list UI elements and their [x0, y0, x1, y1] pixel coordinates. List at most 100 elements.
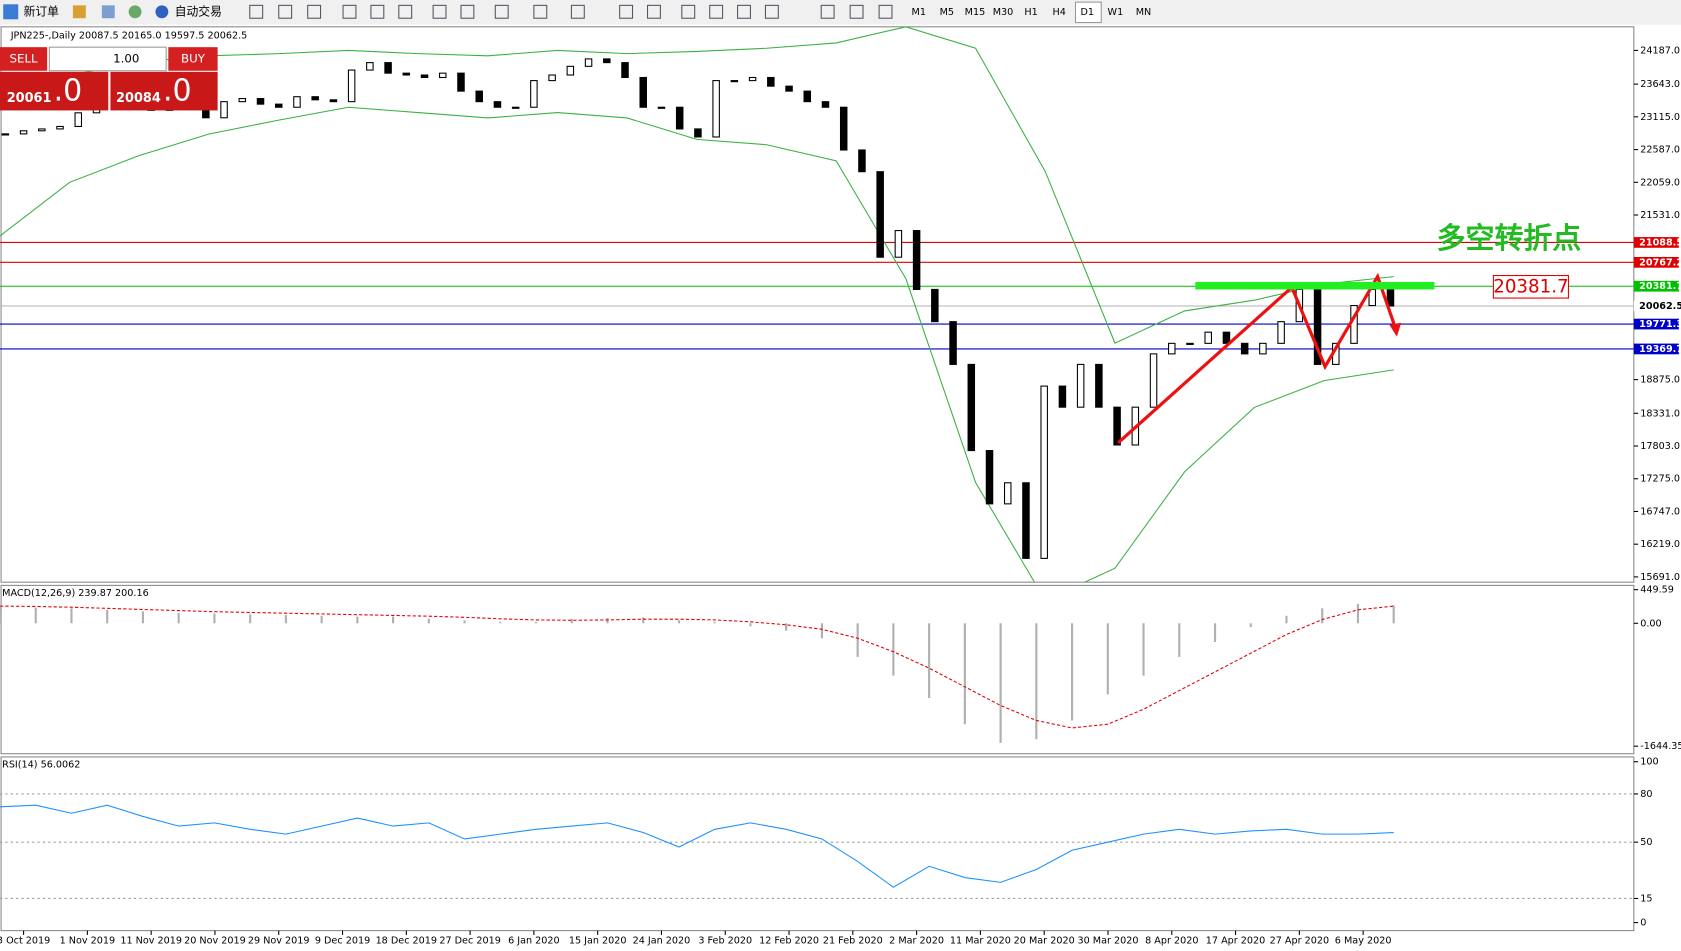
candle [730, 80, 739, 83]
tool-icon[interactable] [681, 4, 696, 19]
tool-icons [249, 4, 893, 19]
macd-bar [1070, 623, 1074, 721]
annotation-box [1492, 275, 1569, 299]
tool-icon[interactable] [737, 4, 751, 19]
tool-icon[interactable] [619, 4, 634, 19]
x-tick-label: 3 Feb 2020 [698, 935, 752, 946]
auto-trading-button[interactable]: 自动交易 [175, 4, 222, 18]
tool-icon[interactable] [764, 4, 779, 19]
timeframe-button[interactable]: M15 [965, 7, 986, 18]
trade-panel: SELL 1.00 BUY 20061 .0 20084 .0 [0, 46, 218, 111]
y-tick-label: 23643.0 [1640, 79, 1680, 90]
macd-bar [1356, 603, 1360, 624]
timeframe-button[interactable]: MN [1136, 7, 1152, 18]
tool-icon[interactable] [533, 4, 548, 19]
candle [366, 62, 374, 71]
timeframe-button[interactable]: D1 [1081, 7, 1095, 18]
tool-icon[interactable] [278, 4, 293, 19]
candle [912, 230, 921, 290]
x-tick-label: 6 Jan 2020 [508, 935, 560, 946]
candle [530, 80, 538, 108]
tool-icon[interactable] [820, 4, 835, 19]
candle [475, 90, 483, 103]
tool-icon[interactable] [398, 4, 413, 19]
macd-panel [0, 584, 1635, 755]
y-tick-label: 100 [1640, 757, 1658, 768]
x-tick-label: 8 Apr 2020 [1145, 935, 1198, 946]
buy-button[interactable] [168, 47, 218, 71]
candle [675, 106, 684, 130]
candle [384, 62, 392, 74]
tool-icon[interactable] [342, 4, 357, 19]
sell-price[interactable]: 20061 [7, 91, 52, 106]
sell-price-tail[interactable]: .0 [54, 74, 83, 109]
tool-icon[interactable] [570, 4, 585, 19]
buy-price-box[interactable] [110, 71, 218, 111]
macd-bar [177, 612, 180, 624]
y-tick-label: 16219.0 [1640, 539, 1680, 550]
timeframe-button[interactable]: H4 [1053, 7, 1066, 18]
buy-price[interactable]: 20084 [116, 91, 161, 106]
tool-icon[interactable] [249, 4, 264, 19]
timeframe-button[interactable]: H1 [1024, 7, 1037, 18]
x-tick-label: 12 Feb 2020 [759, 935, 819, 946]
tool-icon[interactable] [494, 4, 509, 19]
x-tick-label: 27 Apr 2020 [1270, 935, 1330, 946]
candle [949, 321, 957, 365]
macd-bar [392, 616, 395, 624]
macd-bar [749, 623, 752, 627]
y-tick-label: 23115.0 [1640, 112, 1680, 123]
y-tick-label: 0 [1640, 918, 1646, 929]
icon[interactable] [72, 5, 86, 19]
sell-price-box[interactable] [0, 71, 109, 111]
tool-icon[interactable] [849, 4, 864, 19]
candle [457, 72, 465, 92]
lot-value[interactable]: 1.00 [113, 51, 139, 65]
y-tick-label: 50 [1640, 837, 1652, 848]
y-tick-label: 22059.0 [1640, 177, 1680, 188]
macd-bar [0, 606, 2, 624]
macd-bar [1106, 623, 1109, 695]
icon[interactable] [155, 5, 169, 19]
timeframe-button[interactable]: M30 [993, 7, 1014, 18]
timeframe-button[interactable]: M5 [940, 7, 954, 18]
y-tick-label: 17275.0 [1640, 474, 1680, 485]
tool-icon[interactable] [709, 4, 724, 19]
macd-bar [70, 608, 73, 624]
level-label: 20381.7 [1639, 281, 1681, 292]
candle [311, 96, 319, 101]
y-tick-label: 15691.0 [1640, 572, 1680, 583]
icon[interactable] [101, 5, 115, 19]
candle [985, 450, 994, 505]
tool-icon[interactable] [370, 4, 385, 19]
sell-label[interactable]: SELL [10, 51, 38, 65]
timeframe-button[interactable]: M1 [912, 7, 926, 18]
macd-bar [213, 613, 216, 624]
lot-input[interactable] [48, 46, 167, 72]
new-order-button[interactable]: 新订单 [24, 4, 60, 18]
timeframe-button[interactable]: W1 [1108, 7, 1124, 18]
candle [821, 101, 830, 108]
buy-label[interactable]: BUY [181, 51, 206, 65]
y-tick-label: 22587.0 [1640, 145, 1680, 156]
candle [1058, 385, 1067, 408]
level-tag [1633, 343, 1679, 355]
buy-price-tail[interactable]: .0 [163, 74, 192, 109]
tool-icon[interactable] [460, 4, 475, 19]
candle [347, 69, 356, 103]
sell-button[interactable] [0, 47, 48, 71]
macd-bar [928, 623, 931, 699]
macd-bar [963, 623, 966, 725]
y-tick-label: 449.59 [1640, 585, 1674, 596]
tool-icon[interactable] [432, 4, 447, 19]
macd-bar [284, 615, 287, 624]
icon[interactable] [128, 5, 142, 19]
level-label: 19771.3 [1639, 319, 1681, 330]
rsi-panel [0, 756, 1635, 932]
tool-icon[interactable] [307, 4, 322, 19]
level-label: 20767.2 [1639, 257, 1681, 268]
y-tick-label: 15 [1640, 893, 1652, 904]
y-tick-label: 0.00 [1640, 618, 1661, 629]
tool-icon[interactable] [646, 4, 661, 19]
tool-icon[interactable] [878, 4, 893, 19]
